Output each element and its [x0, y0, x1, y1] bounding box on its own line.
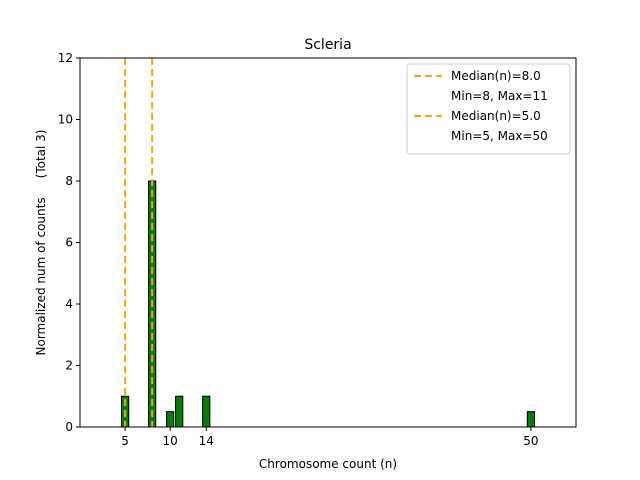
- y-axis-label: Normalized num of counts (Total 3): [34, 130, 48, 356]
- y-tick-label-3: 6: [65, 236, 73, 250]
- legend-label-2: Median(n)=5.0: [451, 109, 541, 123]
- y-tick-label-1: 2: [65, 359, 73, 373]
- x-tick-label-0: 5: [121, 434, 129, 448]
- legend-box: [406, 63, 571, 155]
- legend-label-3: Min=5, Max=50: [451, 129, 548, 143]
- legend: Median(n)=8.0 Min=8, Max=11 Median(n)=5.0 M…: [406, 63, 571, 155]
- bar-5: [526, 411, 536, 428]
- y-tick-label-5: 10: [58, 113, 73, 127]
- bar-2: [166, 411, 175, 428]
- bar-4: [202, 395, 211, 428]
- legend-label-0: Median(n)=8.0: [451, 69, 541, 83]
- x-tick-label-2: 14: [199, 434, 214, 448]
- y-tick-label-6: 12: [58, 51, 73, 65]
- y-tick-label-0: 0: [65, 420, 73, 434]
- x-tick-label-3: 50: [523, 434, 538, 448]
- legend-label-1: Min=8, Max=11: [451, 89, 548, 103]
- y-tick-label-2: 4: [65, 297, 73, 311]
- x-tick-label-1: 10: [163, 434, 178, 448]
- chart-title: Scleria: [304, 37, 351, 53]
- y-tick-label-4: 8: [65, 174, 73, 188]
- x-axis-label: Chromosome count (n): [259, 457, 397, 471]
- bar-3: [175, 395, 184, 428]
